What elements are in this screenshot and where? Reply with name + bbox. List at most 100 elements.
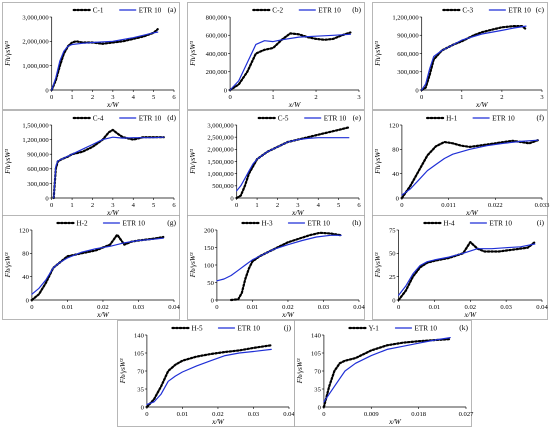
- chart-panel: 0 1,000,000 2,000,000 3,000,000 0 1 2 3 4 5 6 x/W Fh…: [2, 2, 180, 110]
- x-axis-label: x/W: [463, 310, 476, 319]
- chart-panel: 0 35 70 105 140 0 0.01 0.02 0.03 0.04 x/W Fh/γsW³ (j…: [117, 320, 295, 427]
- y-tick-label: 0: [45, 87, 49, 94]
- x-axis-label: x/W: [388, 417, 401, 426]
- y-tick-label: 2,500,000: [207, 135, 234, 142]
- y-tick-label: 1,200,000: [392, 14, 419, 21]
- x-tick-label: 3: [111, 94, 115, 101]
- x-tick-label: 0: [420, 94, 424, 101]
- x-tick-label: 0.02: [97, 304, 109, 311]
- legend-label: ETR 10: [139, 115, 162, 123]
- x-tick-label: 3: [540, 94, 544, 101]
- legend-label: C-1: [93, 7, 104, 15]
- x-tick-label: 1: [255, 202, 258, 209]
- chart-panel: 0 50 100 150 200 0 0.01 0.02 0.03 0.04 x/W Fh/γsW³ (…: [187, 215, 365, 320]
- x-tick-label: 4: [132, 94, 136, 101]
- y-axis-label: Fh/γsW³: [373, 40, 382, 67]
- y-tick-label: 2,000,000: [22, 39, 49, 46]
- y-tick-label: 2,000,000: [207, 147, 234, 154]
- x-tick-label: 0: [400, 202, 404, 209]
- y-tick-label: 105: [134, 350, 145, 357]
- legend-label: ETR 10: [318, 7, 341, 15]
- data-series-line: [145, 344, 273, 409]
- y-tick-label: 25: [389, 274, 396, 281]
- y-axis-label: Fh/γsW³: [373, 148, 382, 175]
- y-tick-label: 1,200,000: [22, 137, 49, 144]
- legend-label: ETR 10: [324, 115, 347, 123]
- y-tick-label: 1,500,000: [207, 159, 234, 166]
- x-axis-label: x/W: [291, 208, 304, 217]
- x-tick-label: 4: [317, 202, 321, 209]
- x-tick-label: 0: [50, 202, 54, 209]
- legend-label: ETR 10: [492, 115, 515, 123]
- y-tick-label: 600,000: [27, 166, 49, 173]
- y-tick-label: 150: [204, 245, 215, 252]
- panel-label: (a): [168, 5, 177, 14]
- y-tick-label: 0: [141, 404, 145, 411]
- panel-frame: [294, 320, 472, 427]
- y-tick-label: 0: [211, 297, 215, 304]
- x-tick-label: 0: [235, 202, 239, 209]
- panel-label: (d): [167, 113, 176, 122]
- y-axis-label: Fh/γsW³: [295, 358, 304, 385]
- y-tick-label: 900,000: [397, 33, 419, 40]
- x-tick-label: 0.02: [282, 304, 294, 311]
- model-series-line: [323, 337, 451, 403]
- y-tick-label: 200: [204, 227, 215, 234]
- legend-label: ETR 10: [122, 220, 145, 228]
- data-series-line: [322, 338, 452, 409]
- chart-panel: 0 25 50 75 0 0.01 0.02 0.03 0.04 x/W Fh/γsW³ (i) H-4…: [372, 215, 548, 320]
- y-tick-label: 35: [314, 386, 321, 393]
- y-tick-label: 40: [392, 171, 399, 178]
- panel-frame: [187, 215, 365, 320]
- model-series-line: [51, 31, 159, 91]
- y-tick-label: 40: [22, 274, 29, 281]
- x-tick-label: 0.022: [488, 202, 503, 209]
- x-tick-label: 3: [111, 202, 115, 209]
- y-tick-label: 70: [137, 368, 144, 375]
- x-tick-label: 0: [215, 304, 219, 311]
- x-tick-label: 3: [357, 94, 361, 101]
- y-tick-label: 1,500,000: [22, 122, 49, 129]
- legend-label: ETR 10: [237, 325, 260, 333]
- x-axis-label: x/W: [288, 100, 301, 109]
- y-tick-label: 0: [45, 195, 49, 202]
- y-tick-label: 0: [224, 87, 228, 94]
- x-tick-label: 0.018: [411, 411, 427, 418]
- y-tick-label: 140: [134, 332, 145, 339]
- panel-frame: [2, 110, 180, 218]
- x-tick-label: 0.033: [535, 202, 550, 209]
- model-series-line: [146, 348, 272, 405]
- x-tick-label: 0.03: [133, 304, 145, 311]
- x-tick-label: 2: [314, 94, 317, 101]
- model-series-line: [31, 237, 164, 295]
- x-tick-label: 1: [70, 94, 73, 101]
- x-tick-label: 0.03: [248, 411, 260, 418]
- x-tick-label: 6: [357, 202, 361, 209]
- chart-panel: 0 500,000 1,000,000 1,500,000 2,000,000 2,500…: [187, 110, 365, 218]
- y-tick-label: 50: [389, 251, 396, 258]
- x-tick-label: 0.027: [459, 411, 475, 418]
- x-tick-label: 2: [276, 202, 279, 209]
- y-axis-label: Fh/γsW³: [3, 252, 12, 279]
- model-series-line: [216, 234, 342, 282]
- legend-label: ETR 10: [489, 220, 512, 228]
- x-tick-label: 0.04: [536, 304, 548, 311]
- y-tick-label: 1,000,000: [207, 171, 234, 178]
- data-series-line: [400, 139, 539, 200]
- y-axis-label: Fh/γsW³: [188, 148, 197, 175]
- model-series-line: [236, 137, 350, 192]
- y-tick-label: 500,000: [212, 183, 234, 190]
- panel-label: (g): [167, 218, 176, 227]
- chart-panel: 0 200,000 400,000 600,000 800,000 0 1 2 3 x/W Fh/γ…: [187, 2, 365, 110]
- y-tick-label: 900,000: [27, 152, 49, 159]
- legend-label: H-3: [261, 220, 273, 228]
- x-tick-label: 0: [145, 411, 149, 418]
- x-tick-label: 2: [91, 94, 94, 101]
- x-tick-label: 1: [460, 94, 463, 101]
- y-tick-label: 0: [396, 195, 400, 202]
- chart-panel: 0 40 80 120 0 0.01 0.02 0.03 0.04 x/W Fh/γsW³ (g) H-…: [2, 215, 180, 320]
- y-axis-label: Fh/γsW³: [188, 40, 197, 67]
- y-tick-label: 0: [392, 297, 396, 304]
- model-series-line: [401, 139, 539, 196]
